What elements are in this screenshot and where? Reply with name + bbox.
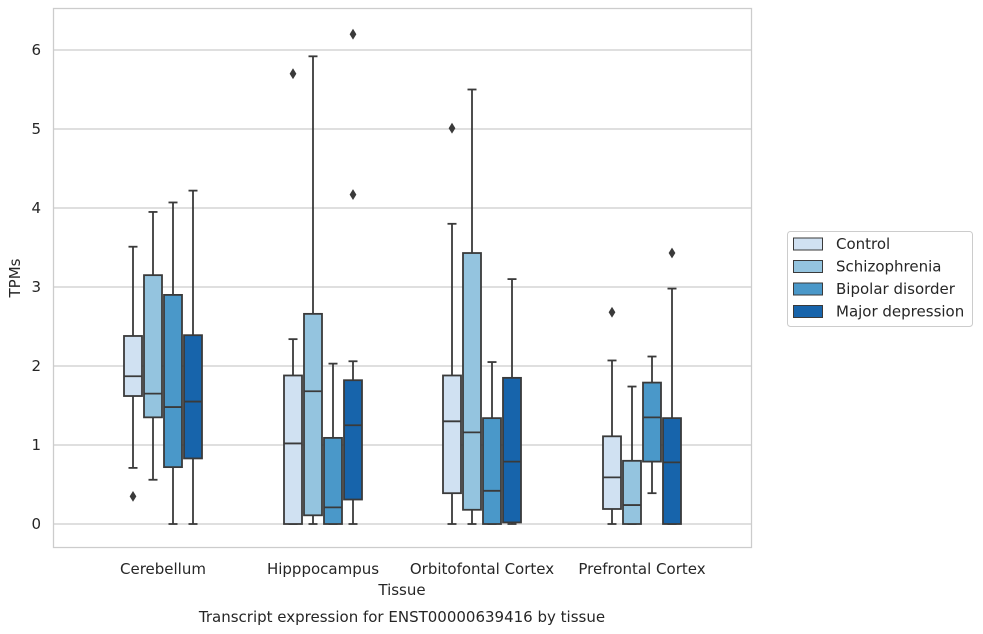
legend-swatch: [793, 305, 823, 318]
x-tick-label: Cerebellum: [120, 560, 206, 578]
x-tick-label: Orbitofontal Cortex: [410, 560, 554, 578]
outlier-point: [349, 28, 357, 40]
x-tick-labels: Cerebellum Hipppocampus Orbitofontal Corte…: [120, 560, 706, 578]
box-iqr: [462, 252, 482, 511]
box: [183, 189, 203, 525]
box-iqr: [482, 417, 502, 525]
series-control: [123, 68, 622, 525]
outlier-point: [448, 122, 456, 134]
box-iqr: [442, 374, 462, 495]
series-major-depression: [183, 28, 682, 525]
legend: Control Schizophrenia Bipolar disorder Majo…: [787, 231, 973, 327]
box: [303, 55, 323, 525]
box: [123, 245, 143, 502]
legend-label: Bipolar disorder: [836, 280, 956, 298]
box-iqr: [622, 459, 642, 525]
legend-swatch: [793, 282, 823, 296]
box-iqr: [123, 335, 143, 397]
legend-label: Schizophrenia: [836, 258, 941, 276]
legend-swatch: [793, 260, 823, 273]
box-iqr: [343, 379, 363, 501]
legend-frame: [787, 231, 973, 327]
box-iqr: [303, 312, 323, 517]
box: [662, 247, 682, 525]
box-iqr: [143, 274, 163, 419]
y-tick-label: 0: [31, 515, 41, 533]
legend-label: Control: [836, 235, 890, 253]
y-tick-label: 2: [31, 357, 41, 375]
box: [163, 201, 183, 525]
box-iqr: [163, 293, 183, 469]
y-tick-label: 4: [31, 199, 41, 217]
box-iqr: [283, 374, 303, 525]
box: [343, 28, 363, 525]
box: [323, 362, 343, 525]
outlier-point: [289, 68, 297, 80]
outlier-point: [608, 306, 616, 318]
outlier-point: [349, 189, 357, 200]
box: [462, 88, 482, 525]
box: [482, 361, 502, 525]
x-axis-label: Tissue: [377, 581, 425, 599]
x-tick-label: Prefrontal Cortex: [578, 560, 705, 578]
legend-items: Control Schizophrenia Bipolar disorder Majo…: [793, 235, 964, 321]
box-series: [123, 28, 682, 525]
outlier-point: [129, 490, 137, 502]
y-tick-label: 5: [31, 120, 41, 138]
series-schizophrenia: [143, 55, 642, 525]
series-bipolar-disorder: [163, 201, 662, 525]
box: [283, 68, 303, 525]
box: [143, 211, 163, 481]
y-tick-label: 6: [31, 41, 41, 59]
y-tick-label: 3: [31, 278, 41, 296]
box: [502, 278, 522, 525]
box-iqr: [662, 417, 682, 525]
box-iqr: [502, 376, 522, 524]
y-tick-label: 1: [31, 436, 41, 454]
legend-label: Major depression: [836, 303, 964, 321]
box-iqr: [602, 435, 622, 510]
y-tick-labels: 0 1 2 3 4 5 6: [31, 41, 41, 533]
legend-swatch: [793, 237, 823, 251]
box: [442, 122, 462, 525]
chart-caption: Transcript expression for ENST0000063941…: [198, 608, 605, 626]
box-iqr: [642, 381, 662, 463]
plot-frame: [52, 7, 753, 549]
box: [642, 355, 662, 495]
box-iqr: [183, 334, 203, 460]
x-tick-label: Hipppocampus: [267, 560, 379, 578]
box: [622, 385, 642, 525]
outlier-point: [668, 247, 676, 259]
box: [602, 306, 622, 525]
y-axis-label: TPMs: [6, 258, 24, 298]
box-iqr: [323, 436, 343, 525]
